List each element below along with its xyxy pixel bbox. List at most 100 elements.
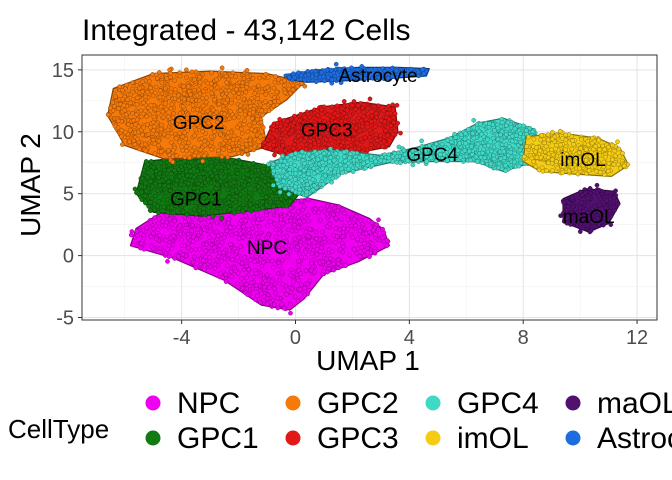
data-point-gpc2	[151, 137, 156, 143]
data-point-npc	[190, 223, 195, 228]
data-point-npc	[285, 227, 291, 233]
data-point-gpc1	[223, 169, 229, 174]
data-point-npc	[337, 246, 343, 252]
data-point-npc	[301, 237, 307, 243]
data-point-npc	[360, 221, 366, 227]
data-point-gpc4	[339, 166, 345, 172]
data-point-gpc2	[166, 147, 171, 153]
data-point-gpc2	[258, 119, 264, 125]
data-point-npc	[251, 274, 257, 280]
data-point-gpc2	[147, 85, 153, 91]
data-point-npc	[140, 227, 146, 233]
data-point-gpc2	[161, 114, 166, 120]
data-point-gpc1	[198, 177, 203, 183]
data-point-gpc4	[280, 163, 286, 168]
data-point-gpc3	[265, 137, 271, 143]
data-point-imol	[611, 161, 617, 167]
data-point-gpc2	[250, 109, 256, 115]
data-point-gpc4	[507, 144, 512, 149]
data-point-npc	[303, 229, 309, 235]
data-point-npc	[176, 254, 181, 260]
data-point-npc	[305, 197, 311, 202]
data-point-npc	[296, 268, 301, 273]
data-point-maol	[576, 195, 582, 201]
data-point-npc	[179, 256, 185, 262]
data-point-gpc2	[259, 89, 265, 95]
data-point-npc	[228, 242, 233, 247]
data-point-gpc2	[152, 141, 158, 147]
data-point-gpc3	[378, 117, 384, 123]
data-point-gpc2	[229, 73, 235, 79]
data-point-imol	[616, 146, 622, 152]
data-point-npc	[370, 227, 376, 233]
data-point-imol	[545, 155, 551, 160]
data-point-gpc3	[385, 132, 391, 138]
data-point-gpc4	[508, 150, 514, 155]
data-point-gpc2	[180, 125, 186, 131]
data-point-npc	[276, 248, 282, 253]
data-point-gpc2	[169, 102, 175, 107]
data-point-gpc4	[462, 136, 468, 142]
legend-item-maol: maOL	[565, 387, 672, 420]
data-point-gpc2	[152, 106, 158, 112]
data-point-imol	[575, 171, 581, 177]
data-point-gpc2	[158, 104, 164, 110]
data-point-gpc4	[311, 165, 317, 171]
data-point-npc	[179, 242, 185, 248]
data-point-gpc3	[307, 114, 313, 120]
data-point-imol	[563, 132, 569, 138]
data-point-gpc2	[127, 139, 132, 145]
data-point-gpc2	[221, 147, 226, 153]
data-point-npc	[275, 305, 281, 311]
data-point-gpc4	[484, 137, 490, 142]
data-point-gpc2	[200, 158, 205, 164]
y-tick-label: 10	[52, 122, 74, 144]
data-point-gpc2	[184, 148, 190, 154]
data-point-gpc2	[247, 100, 253, 106]
legend-label-maol: maOL	[597, 387, 672, 420]
data-point-gpc2	[222, 94, 227, 100]
data-point-npc	[276, 231, 282, 236]
data-point-gpc2	[145, 131, 151, 137]
data-point-gpc4	[363, 165, 368, 171]
data-point-gpc4	[314, 151, 320, 157]
data-point-npc	[295, 298, 301, 304]
data-point-gpc1	[139, 197, 145, 202]
data-point-npc	[265, 235, 270, 240]
data-point-gpc2	[235, 147, 241, 153]
data-point-npc	[312, 269, 317, 275]
data-point-npc	[215, 233, 221, 239]
data-point-gpc2	[155, 110, 161, 116]
data-point-gpc1	[233, 194, 239, 200]
data-point-npc	[138, 245, 143, 251]
data-point-gpc2	[244, 74, 250, 80]
data-point-gpc2	[176, 98, 182, 103]
data-point-npc	[221, 235, 227, 240]
data-point-maol	[611, 195, 617, 201]
data-point-gpc2	[214, 77, 220, 83]
data-point-npc	[253, 297, 258, 303]
data-point-npc	[309, 251, 315, 257]
data-point-imol	[570, 138, 575, 144]
data-point-npc	[269, 279, 275, 285]
data-point-gpc2	[123, 112, 129, 118]
data-point-gpc3	[373, 111, 379, 117]
data-point-maol	[585, 196, 591, 201]
data-point-npc	[236, 236, 242, 241]
data-point-gpc4	[473, 154, 479, 160]
data-point-gpc1	[188, 160, 194, 165]
data-point-npc	[189, 215, 195, 220]
data-point-gpc4	[481, 146, 487, 152]
data-point-astrocyte	[328, 67, 334, 73]
data-point-gpc1	[169, 175, 174, 181]
cluster-label-gpc2: GPC2	[173, 113, 225, 134]
data-point-gpc2	[185, 84, 191, 89]
data-point-gpc4	[390, 159, 396, 164]
data-point-imol	[554, 159, 559, 165]
cluster-label-imol: imOL	[560, 150, 605, 171]
data-point-npc	[277, 263, 283, 269]
data-point-npc	[219, 258, 224, 264]
data-point-gpc2	[170, 154, 176, 159]
data-point-maol	[577, 229, 583, 234]
data-point-npc	[288, 267, 294, 273]
